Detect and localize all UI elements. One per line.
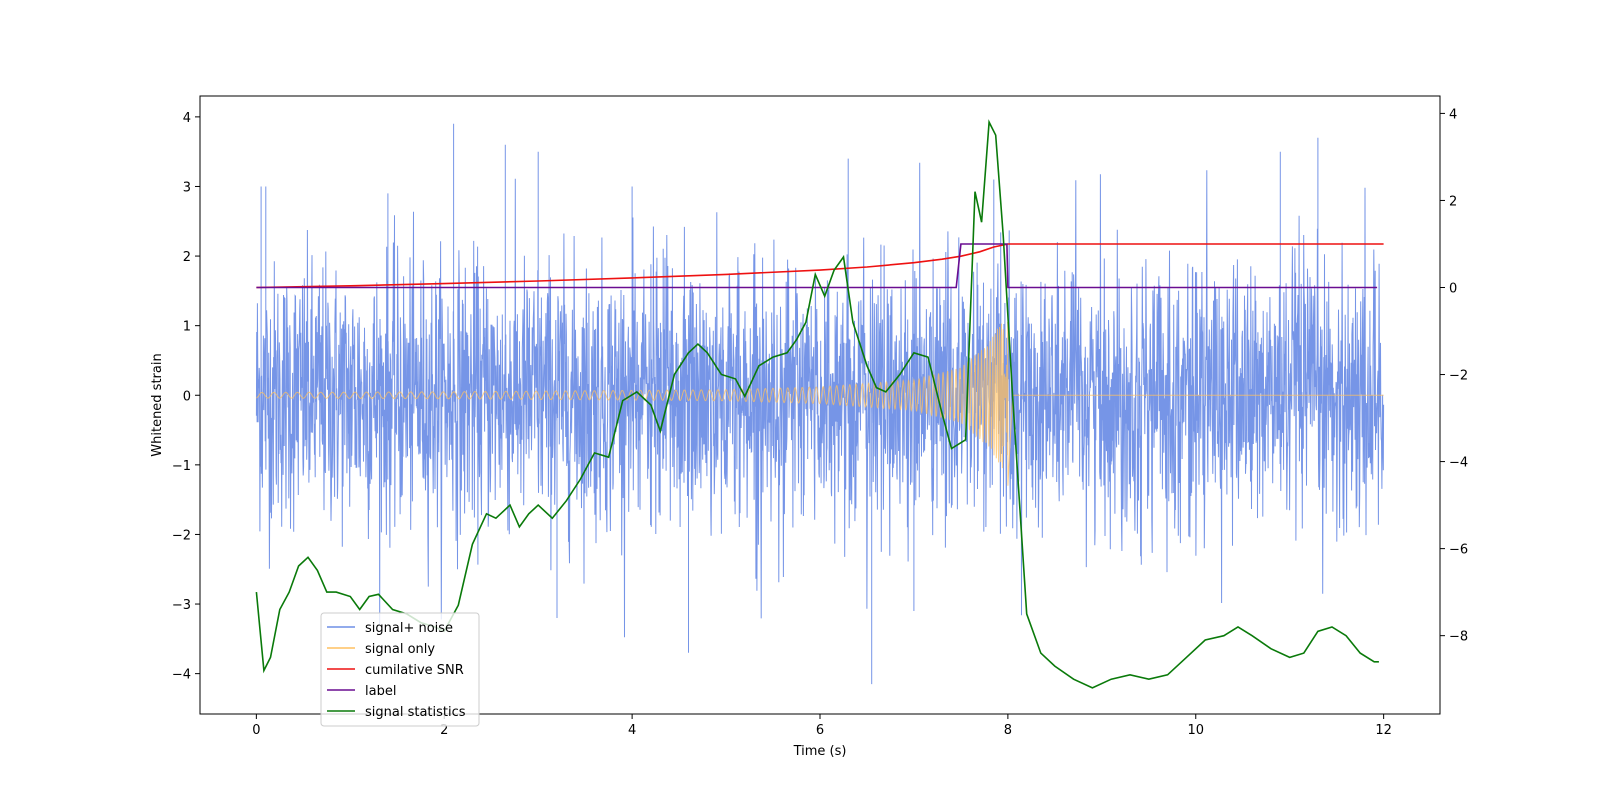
series-line-2 xyxy=(256,243,1384,289)
y2-tick-label: 2 xyxy=(1449,194,1457,209)
y2-tick-label: −4 xyxy=(1449,456,1468,471)
y-tick-label: −4 xyxy=(172,668,191,683)
x-tick-label: 0 xyxy=(252,723,260,738)
legend-label: label xyxy=(365,684,396,699)
legend: signal+ noise signal only cumilative SNR la… xyxy=(320,612,480,727)
y2-tick-label: −6 xyxy=(1449,543,1468,558)
x-tick-label: 4 xyxy=(628,723,636,738)
y-tick-label: −2 xyxy=(172,528,191,543)
y2-tick-label: −8 xyxy=(1449,630,1468,645)
x-tick-label: 10 xyxy=(1187,723,1204,738)
y-tick-label: −1 xyxy=(172,459,191,474)
y-tick-label: 2 xyxy=(183,250,191,265)
y2-tick-label: −2 xyxy=(1449,369,1468,384)
series-line-1 xyxy=(256,321,1384,486)
legend-label: signal only xyxy=(365,642,435,657)
x-axis-label: Time (s) xyxy=(793,744,847,759)
y2-tick-label: 0 xyxy=(1449,281,1457,296)
x-ticks: 0 2 4 6 8 10 12 xyxy=(252,714,1392,738)
y2-ticks: −8 −6 −4 −2 0 2 4 xyxy=(1440,107,1468,645)
x-tick-label: 8 xyxy=(1004,723,1012,738)
y-tick-label: 3 xyxy=(183,180,191,195)
y-axis-label: Whitened strain xyxy=(150,353,165,456)
legend-box xyxy=(320,612,480,727)
series-line-3 xyxy=(256,243,1378,289)
x-tick-label: 2 xyxy=(440,723,448,738)
y2-tick-label: 4 xyxy=(1449,107,1457,122)
legend-label: cumilative SNR xyxy=(365,663,464,678)
series-line-0 xyxy=(255,123,1385,685)
y-ticks: −4 −3 −2 −1 0 1 2 3 4 xyxy=(172,111,200,683)
y-tick-label: 1 xyxy=(183,320,191,335)
y-tick-label: −3 xyxy=(172,598,191,613)
y-tick-label: 0 xyxy=(183,389,191,404)
legend-label: signal statistics xyxy=(365,705,466,720)
legend-label: signal+ noise xyxy=(365,621,453,636)
y-tick-label: 4 xyxy=(183,111,191,126)
x-tick-label: 6 xyxy=(816,723,824,738)
x-tick-label: 12 xyxy=(1375,723,1392,738)
